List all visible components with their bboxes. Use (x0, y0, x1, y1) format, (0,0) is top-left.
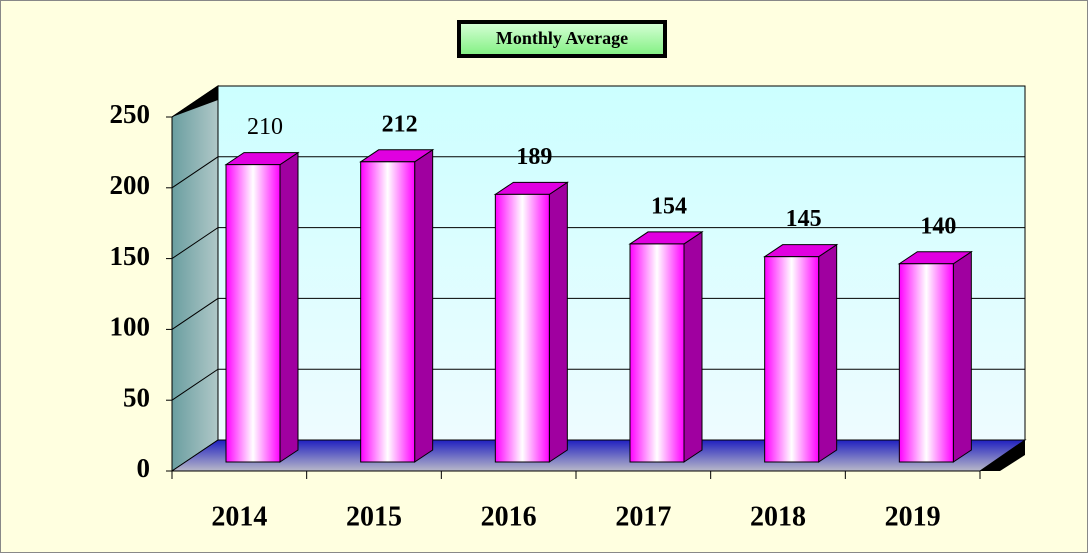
bar (224, 151, 300, 463)
floor (170, 439, 1027, 472)
data-label: 154 (651, 193, 687, 219)
bar (628, 231, 704, 463)
grid-line (171, 368, 1025, 401)
bar-face (414, 148, 434, 463)
bar-face (225, 164, 281, 463)
corner (980, 440, 1025, 471)
title-box (457, 20, 667, 58)
x-tick-label: 2015 (346, 501, 402, 532)
grid-line (171, 297, 1025, 330)
bar-face (494, 193, 550, 463)
data-label: 189 (516, 144, 552, 170)
x-tick-label: 2016 (481, 501, 537, 532)
y-tick-label: 150 (110, 241, 151, 271)
bar-face (360, 161, 416, 463)
bar-face (548, 181, 568, 463)
x-tick-label: 2018 (750, 501, 806, 532)
x-tick-label: 2014 (211, 501, 267, 532)
bar-face (818, 243, 838, 463)
data-label: 140 (920, 213, 956, 239)
data-label: 212 (382, 111, 418, 137)
grid-line (171, 227, 1025, 260)
bar (493, 181, 569, 463)
bar (359, 148, 435, 463)
x-tick-label: 2017 (615, 501, 671, 532)
y-tick-label: 100 (110, 312, 151, 342)
y-tick-label: 0 (137, 453, 151, 483)
grid-line (171, 85, 1025, 118)
y-tick-label: 200 (110, 170, 151, 200)
bar-face (952, 250, 972, 463)
data-label: 145 (786, 206, 822, 232)
bar-face (898, 263, 954, 463)
chart-title: Monthly Average (496, 28, 628, 48)
grid-line (171, 156, 1025, 189)
x-tick-label: 2019 (885, 501, 941, 532)
bar-face (279, 151, 299, 463)
y-tick-label: 250 (110, 99, 151, 129)
bar-face (683, 231, 703, 463)
left-wall (171, 85, 219, 472)
bar-face (764, 256, 820, 463)
data-label: 210 (247, 114, 283, 140)
y-tick-label: 50 (123, 382, 150, 412)
bar (897, 250, 973, 463)
bar-face (629, 243, 685, 463)
bar (763, 243, 839, 463)
